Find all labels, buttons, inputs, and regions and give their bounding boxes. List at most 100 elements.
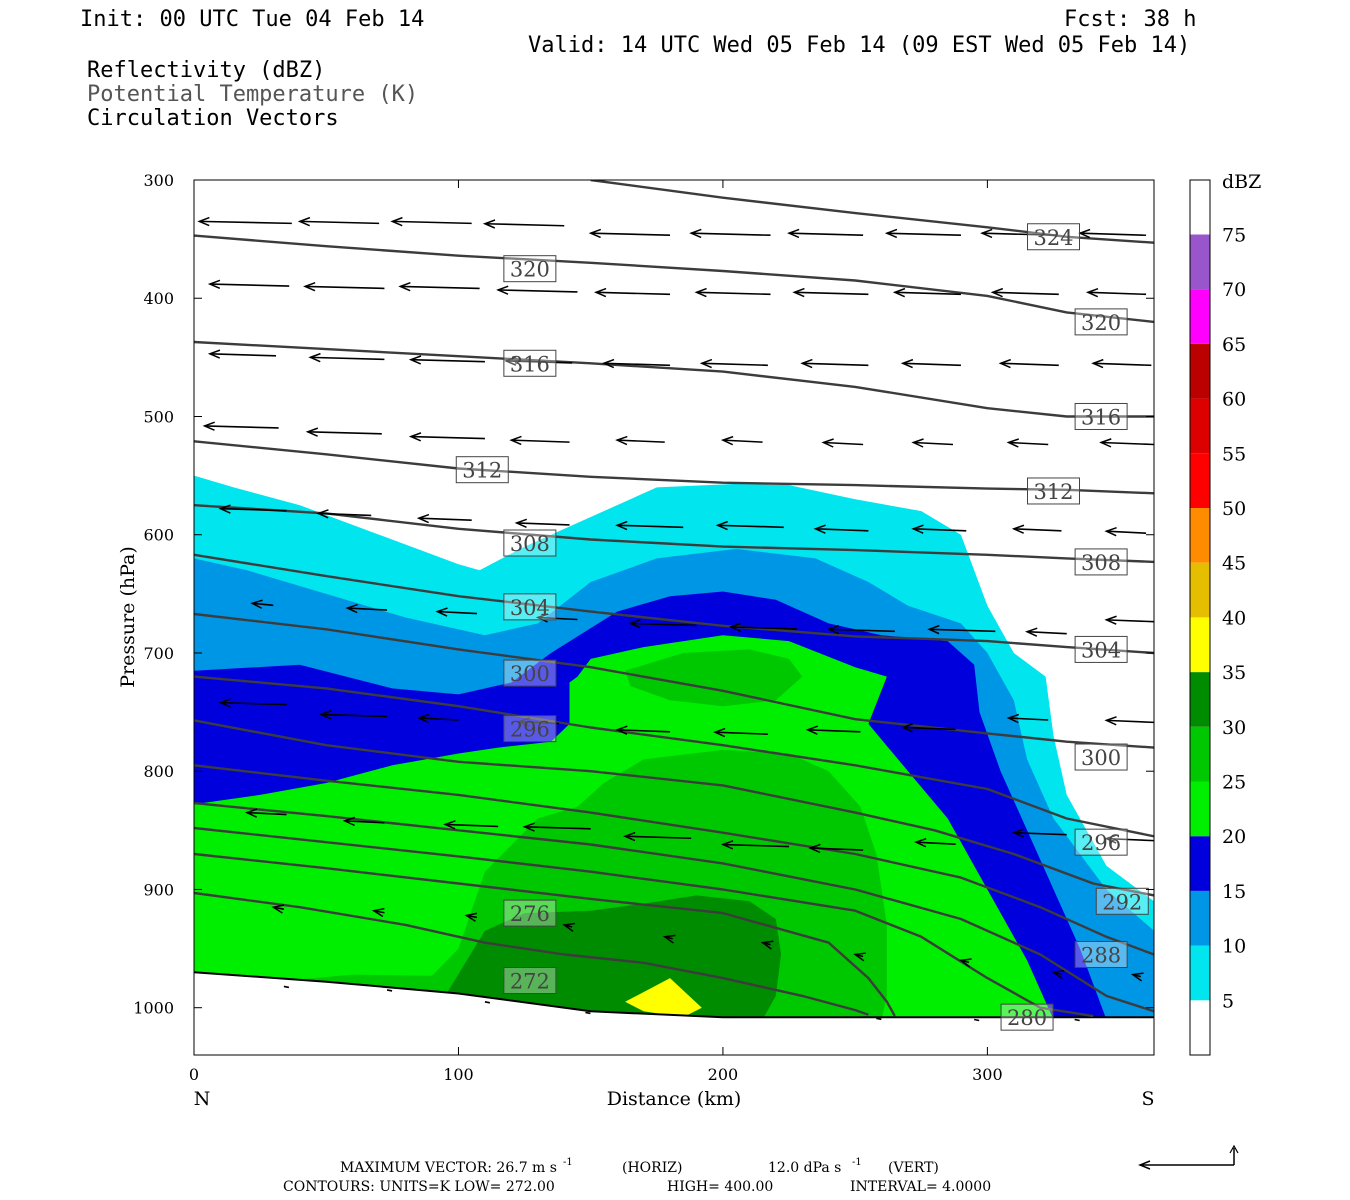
contour-label-text: 312 [462,459,502,483]
circulation-vectors [199,221,1154,1022]
colorbar-swatch-60 [1190,343,1210,399]
colorbar-swatch-50 [1190,453,1210,508]
colorbar-tick-label: 40 [1222,607,1246,629]
contour-label-text: 312 [1033,480,1073,504]
colorbar-swatch-20 [1190,781,1210,837]
contour-label-304-10: 304 [1074,635,1128,663]
contour-label-312-6: 312 [1027,477,1081,505]
circulation-vector-29 [1093,363,1152,365]
contour-label-box [1074,402,1128,430]
contour-label-text: 304 [510,596,550,620]
colorbar-swatch-70 [1190,234,1210,290]
circulation-vector-68 [1009,718,1049,720]
circulation-vector-42 [419,518,472,520]
contour-label-316-3: 316 [503,349,557,377]
circulation-vector-16 [794,292,869,294]
circulation-vector-59 [1106,620,1154,622]
x-tick-label: 300 [972,1065,1003,1084]
colorbar-frame [1189,179,1211,1056]
y-tick-label: 300 [143,171,174,190]
footer-horiz-label: (HORIZ) [622,1160,682,1176]
contour-label-box [1074,743,1128,771]
circulation-vector-4 [591,233,671,235]
footer-contours-low: CONTOURS: UNITS=K LOW= 272.00 [283,1179,555,1195]
circulation-vector-84 [665,937,673,939]
contour-label-296-13: 296 [503,715,557,743]
circulation-vector-53 [538,618,578,620]
circulation-vector-81 [374,911,385,913]
x-right-end-label: S [1141,1088,1154,1110]
field-reflectivity: Reflectivity (dBZ) [87,58,325,83]
reflectivity-region-35dbz-7 [625,978,702,1018]
theta-contour-300 [194,612,1154,749]
contour-label-308-7: 308 [503,529,557,557]
contour-label-box [503,349,557,377]
circulation-vector-82 [466,915,478,917]
contour-label-300-11: 300 [503,659,557,687]
circulation-vector-69 [1106,720,1154,722]
colorbar-tick-label: 60 [1222,389,1246,411]
contour-label-text: 316 [1081,405,1121,429]
footer-max-vector-horiz: MAXIMUM VECTOR: 26.7 m s [340,1160,557,1176]
circulation-vector-79 [1106,839,1154,841]
circulation-vector-33 [511,440,570,442]
circulation-vector-57 [929,629,996,631]
colorbar-tick-label: 35 [1222,662,1246,684]
circulation-vector-8 [982,233,1057,235]
y-tick-label: 1000 [133,999,174,1018]
contour-label-text: 296 [510,718,550,742]
circulation-vector-77 [916,842,956,844]
circulation-vector-43 [517,523,570,525]
contour-label-box [503,899,557,927]
circulation-vector-3 [485,224,565,226]
circulation-vector-83 [564,925,572,927]
circulation-vector-89 [1133,975,1141,977]
reflectivity-region-25dbz-5 [625,649,803,707]
theta-contours [194,180,1154,1018]
contour-label-text: 300 [1081,746,1121,770]
circulation-vector-67 [903,727,956,729]
theta-contour-280 [194,826,1094,1018]
theta-contour-288 [194,764,1154,956]
circulation-vector-64 [617,730,671,732]
contour-label-324-0: 324 [1027,223,1081,251]
contour-label-text: 308 [510,532,550,556]
circulation-vector-76 [810,848,864,850]
circulation-vector-25 [702,363,768,365]
colorbar-tick-label: 10 [1222,936,1246,958]
init-time: Init: 00 UTC Tue 04 Feb 14 [80,7,424,32]
circulation-vector-38 [1009,443,1049,445]
contour-label-box [1027,223,1081,251]
contour-label-320-1: 320 [503,255,557,283]
circulation-vector-mark-1 [386,989,393,992]
contour-labels: 324 320 320 316 316 312 312 308 308 304 304 300 300 2… [455,223,1149,1031]
colorbar-unit-label: dBZ [1222,171,1261,193]
colorbar-tick-label: 30 [1222,717,1246,739]
contour-label-280-19: 280 [1000,1003,1054,1031]
circulation-vector-54 [630,623,697,625]
theta-contour-316 [194,340,1154,418]
colorbar-tick-label: 20 [1222,826,1246,848]
colorbar: 5 10 15 20 25 30 35 40 45 50 55 60 65 70 75 [1189,179,1246,1056]
circulation-vector-10 [210,284,290,286]
circulation-vector-mark-0 [283,985,290,989]
x-tick-label: 100 [443,1065,474,1084]
contour-label-308-8: 308 [1074,548,1128,576]
circulation-vector-18 [993,292,1059,294]
contour-label-text: 276 [510,902,550,926]
contour-label-text: 324 [1033,226,1073,250]
colorbar-swatch-65 [1190,289,1210,344]
below-ground [194,972,1154,1055]
circulation-vector-60 [220,703,287,705]
x-tick-label: 0 [189,1065,199,1084]
circulation-vector-12 [400,286,480,288]
circulation-vector-56 [829,629,895,631]
y-tick-label: 900 [143,880,174,899]
x-left-end-label: N [194,1088,211,1110]
circulation-vector-35 [723,440,763,442]
contour-label-288-16: 288 [1074,940,1128,968]
colorbar-swatch-30 [1190,672,1210,727]
circulation-vector-44 [617,525,684,527]
circulation-vector-61 [321,714,388,716]
